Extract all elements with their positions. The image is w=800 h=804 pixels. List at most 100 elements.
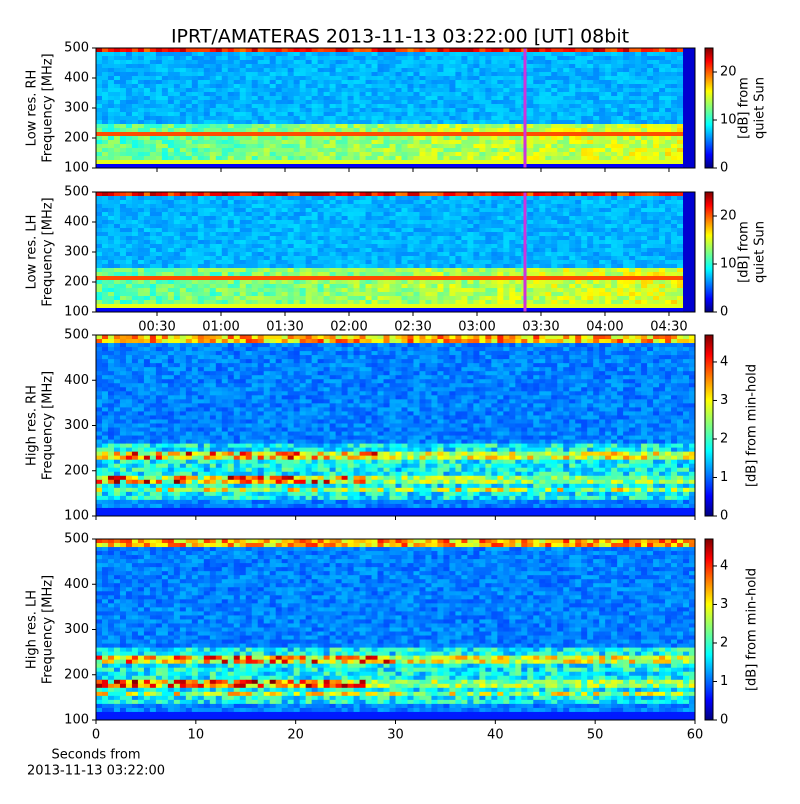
spectrum-cell xyxy=(180,152,186,157)
spectrum-cell xyxy=(294,256,300,261)
spectrum-cell xyxy=(384,200,390,205)
spectrum-cell xyxy=(186,228,192,233)
spectrum-cell xyxy=(126,148,132,153)
spectrum-cell xyxy=(425,196,431,201)
spectrum-cell xyxy=(384,264,390,269)
spectrum-cell xyxy=(485,248,491,253)
spectrum-cell xyxy=(168,232,174,237)
spectrum-cell xyxy=(180,232,186,237)
spectrum-cell xyxy=(455,212,461,217)
spectrum-cell xyxy=(461,140,467,145)
spectrum-cell xyxy=(647,140,653,145)
spectrum-cell xyxy=(623,252,629,257)
spectrum-cell xyxy=(204,232,210,237)
spectrum-cell xyxy=(216,64,222,69)
spectrum-cell xyxy=(108,144,114,149)
spectrum-cell xyxy=(144,120,150,125)
spectrum-cell xyxy=(575,152,581,157)
spectrum-cell xyxy=(623,100,629,105)
spectrum-cell xyxy=(300,128,306,133)
spectrum-cell xyxy=(174,192,180,197)
spectrum-cell xyxy=(509,216,515,221)
spectrum-cell xyxy=(378,56,384,61)
spectrum-cell xyxy=(593,260,599,265)
spectrum-cell xyxy=(485,48,491,53)
spectrum-cell xyxy=(665,100,671,105)
spectrum-cell xyxy=(216,232,222,237)
spectrum-cell xyxy=(569,132,575,137)
spectrum-cell xyxy=(102,72,108,77)
spectrum-cell xyxy=(318,128,324,133)
spectrum-cell xyxy=(467,260,473,265)
spectrum-cell xyxy=(132,220,138,225)
spectrum-cell xyxy=(671,136,677,141)
spectrum-cell xyxy=(210,228,216,233)
spectrum-cell xyxy=(557,148,563,153)
spectrum-cell xyxy=(174,120,180,125)
spectrum-cell xyxy=(401,156,407,161)
spectrum-cell xyxy=(587,216,593,221)
spectrum-cell xyxy=(611,112,617,117)
spectrum-cell xyxy=(527,120,533,125)
spectrum-cell xyxy=(641,228,647,233)
spectrum-cell xyxy=(384,76,390,81)
spectrum-cell xyxy=(629,140,635,145)
spectrum-cell xyxy=(294,232,300,237)
spectrum-cell xyxy=(282,256,288,261)
spectrum-cell xyxy=(294,204,300,209)
spectrum-cell xyxy=(449,112,455,117)
spectrum-cell xyxy=(587,68,593,73)
spectrum-cell xyxy=(204,240,210,245)
spectrum-cell xyxy=(593,248,599,253)
spectrum-cell xyxy=(120,244,126,249)
spectrum-cell xyxy=(533,264,539,269)
spectrum-cell xyxy=(503,100,509,105)
spectrum-cell xyxy=(144,72,150,77)
spectrum-cell xyxy=(258,248,264,253)
spectrum-cell xyxy=(300,204,306,209)
spectrum-cell xyxy=(635,128,641,133)
spectrum-cell xyxy=(300,80,306,85)
spectrum-cell xyxy=(342,200,348,205)
spectrum-cell xyxy=(551,192,557,197)
spectrum-cell xyxy=(348,192,354,197)
spectrum-cell xyxy=(120,108,126,113)
spectrum-cell xyxy=(443,216,449,221)
spectrum-cell xyxy=(228,80,234,85)
spectrum-cell xyxy=(479,64,485,69)
spectrum-cell xyxy=(497,112,503,117)
spectrum-cell xyxy=(455,224,461,229)
spectrum-cell xyxy=(677,264,683,269)
spectrum-cell xyxy=(575,64,581,69)
spectrum-cell xyxy=(210,216,216,221)
spectrum-cell xyxy=(611,256,617,261)
spectrum-cell xyxy=(497,252,503,257)
spectrum-cell xyxy=(264,240,270,245)
spectrum-cell xyxy=(276,200,282,205)
spectrum-cell xyxy=(270,248,276,253)
spectrum-cell xyxy=(342,144,348,149)
spectrum-cell xyxy=(449,68,455,73)
spectrum-cell xyxy=(216,204,222,209)
spectrum-cell xyxy=(443,120,449,125)
spectrum-cell xyxy=(509,232,515,237)
spectrum-cell xyxy=(102,144,108,149)
spectrum-cell xyxy=(342,112,348,117)
spectrum-cell xyxy=(390,260,396,265)
spectrum-cell xyxy=(120,80,126,85)
spectrum-cell xyxy=(138,232,144,237)
spectrum-cell xyxy=(467,140,473,145)
spectrum-cell xyxy=(174,148,180,153)
spectrum-cell xyxy=(360,216,366,221)
spectrum-cell xyxy=(599,204,605,209)
spectrum-cell xyxy=(491,140,497,145)
spectrum-cell xyxy=(336,192,342,197)
spectrum-cell xyxy=(533,144,539,149)
spectrum-cell xyxy=(653,60,659,65)
spectrum-cell xyxy=(96,56,102,61)
spectrum-cell xyxy=(384,52,390,57)
spectrum-cell xyxy=(114,256,120,261)
spectrum-cell xyxy=(431,268,437,273)
spectrum-cell xyxy=(641,216,647,221)
spectrum-cell xyxy=(491,116,497,121)
